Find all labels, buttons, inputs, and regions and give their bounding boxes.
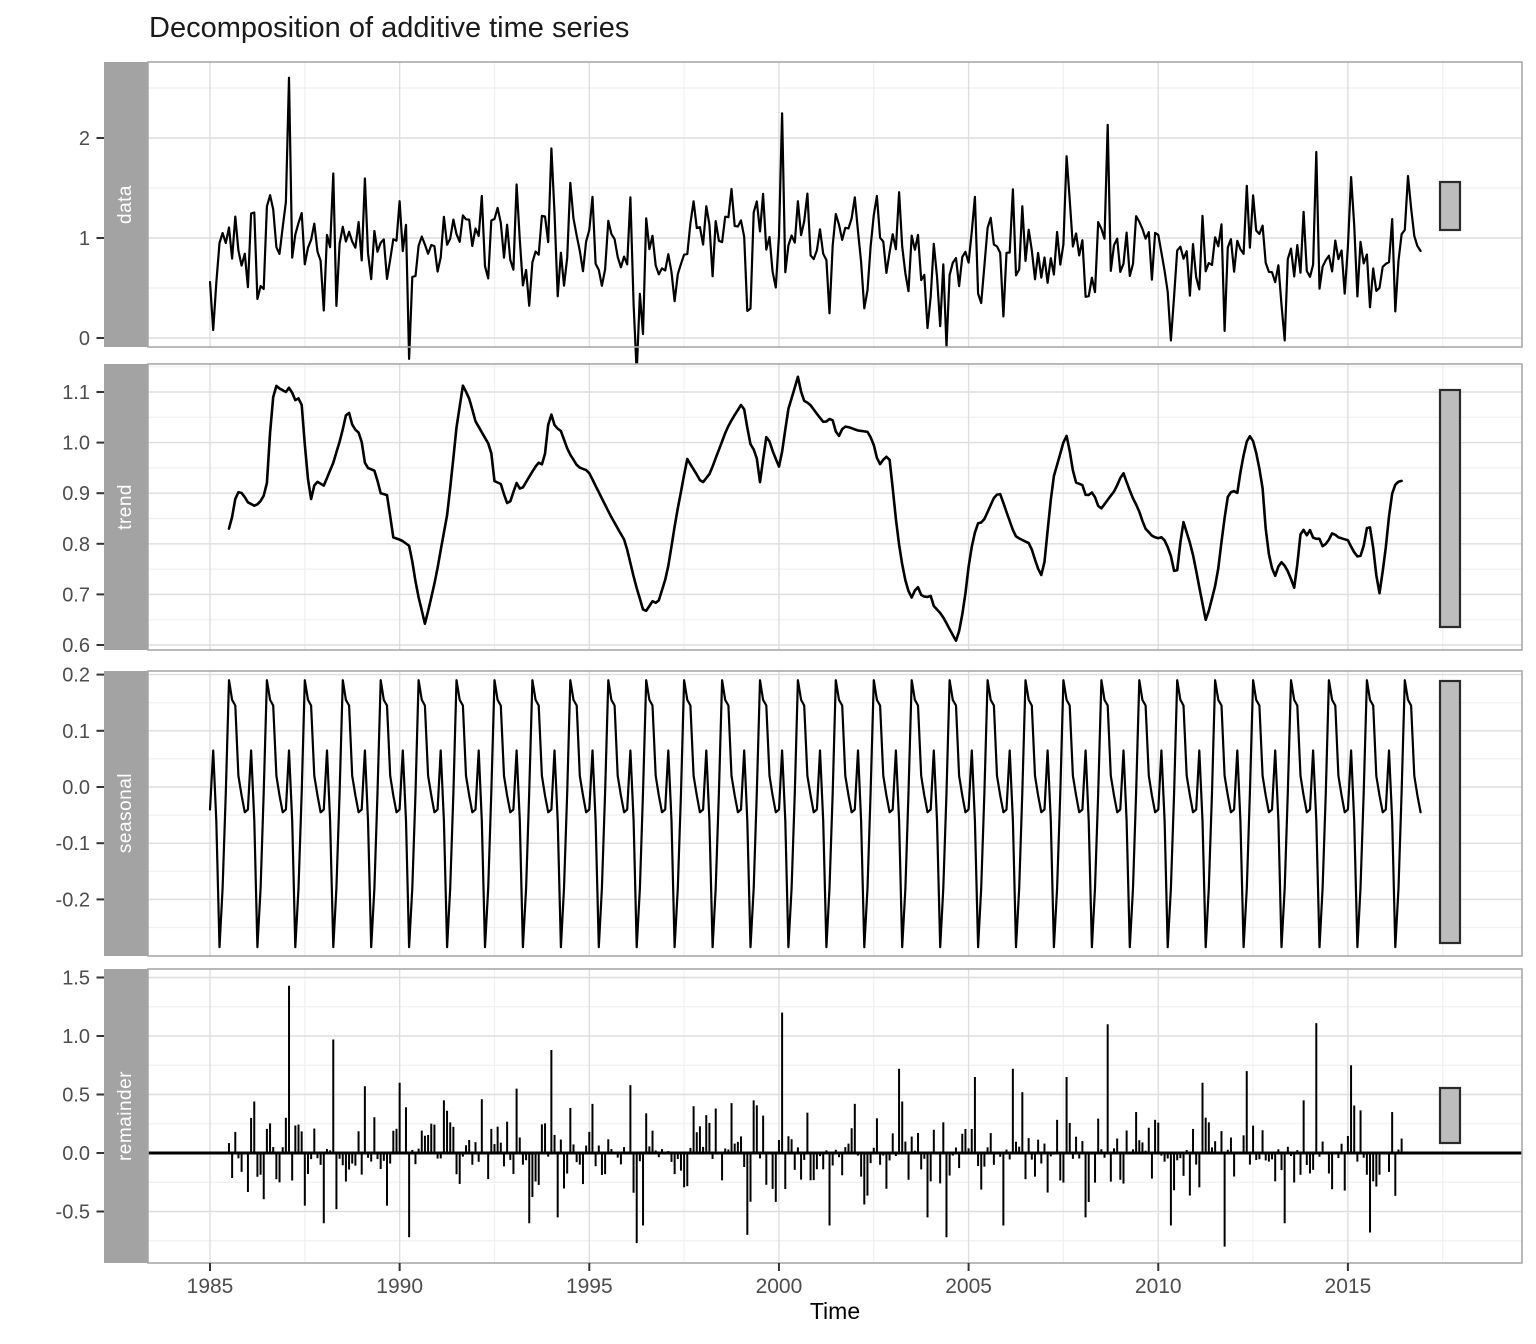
panel-data: 0 1 2 [79,61,1523,374]
trend-series-line [227,375,1403,643]
seasonal-series-line [208,679,1422,949]
y-tick-label: 0.2 [62,665,90,687]
scale-bar-seasonal [1438,679,1462,945]
panel-data-border [147,61,1523,348]
y-tick-label: 1.5 [62,968,90,990]
remainder-bars [227,985,1403,1247]
panel-trend-minor-grid [148,364,1522,650]
x-tick-label: 2015 [1325,1275,1372,1298]
y-tick-label: 0.6 [62,635,90,657]
panel-remainder-minor-grid [148,969,1522,1263]
strip-label-remainder: remainder [104,969,148,1263]
panel-remainder-border [147,968,1523,1264]
y-tick-label: 0 [79,328,90,350]
x-tick-label: 2010 [1135,1275,1182,1298]
x-axis: 1985 1990 1995 2000 2005 2010 2015 [187,1263,1372,1298]
y-tick-label: 0.1 [62,721,90,743]
panel-data-background [148,62,1522,347]
x-tick-label: 1990 [376,1275,423,1298]
scale-bar-trend [1438,388,1462,629]
y-tick-label: 0.0 [62,1143,90,1165]
plot-title: Decomposition of additive time series [149,12,630,44]
y-tick-label: 0.0 [62,777,90,799]
panel-remainder: 1.5 1.0 0.5 0.0 -0.5 [56,968,1523,1264]
panel-trend-major-grid [148,364,1522,650]
strip-label-data: data [104,62,148,347]
y-tick-label: 1.0 [62,433,90,455]
y-tick-label: 1.0 [62,1026,90,1048]
panel-trend: 1.1 1.0 0.9 0.8 0.7 0.6 [62,363,1523,657]
panel-seasonal: 0.2 0.1 0.0 -0.1 -0.2 [56,665,1523,957]
panel-remainder-background [148,969,1522,1263]
y-tick-label: 0.7 [62,584,90,606]
panel-remainder-major-grid [148,969,1522,1263]
data-series-line [208,76,1422,374]
scale-bar-remainder [1438,1086,1462,1145]
y-tick-label: 1 [79,228,90,250]
y-tick-label: 0.5 [62,1085,90,1107]
panel-seasonal-border [147,670,1523,957]
panel-trend-background [148,364,1522,650]
y-tick-label: 0.9 [62,483,90,505]
y-tick-label: -0.5 [56,1202,90,1224]
y-tick-label: 2 [79,128,90,150]
x-tick-label: 2005 [945,1275,992,1298]
strip-label-trend: trend [104,364,148,650]
x-tick-label: 1995 [566,1275,613,1298]
x-tick-label: 2000 [756,1275,803,1298]
y-tick-label: -0.2 [56,889,90,911]
strip-label-seasonal: seasonal [104,671,148,956]
y-tick-label: 0.8 [62,534,90,556]
y-tick-label: -0.1 [56,833,90,855]
panel-data-major-grid [148,62,1522,347]
panel-data-minor-grid [148,62,1522,347]
x-axis-title: Time [809,1298,861,1324]
scale-bar-data [1438,180,1462,232]
y-tick-label: 1.1 [62,382,90,404]
panel-trend-border [147,363,1523,651]
x-tick-label: 1985 [187,1275,234,1298]
